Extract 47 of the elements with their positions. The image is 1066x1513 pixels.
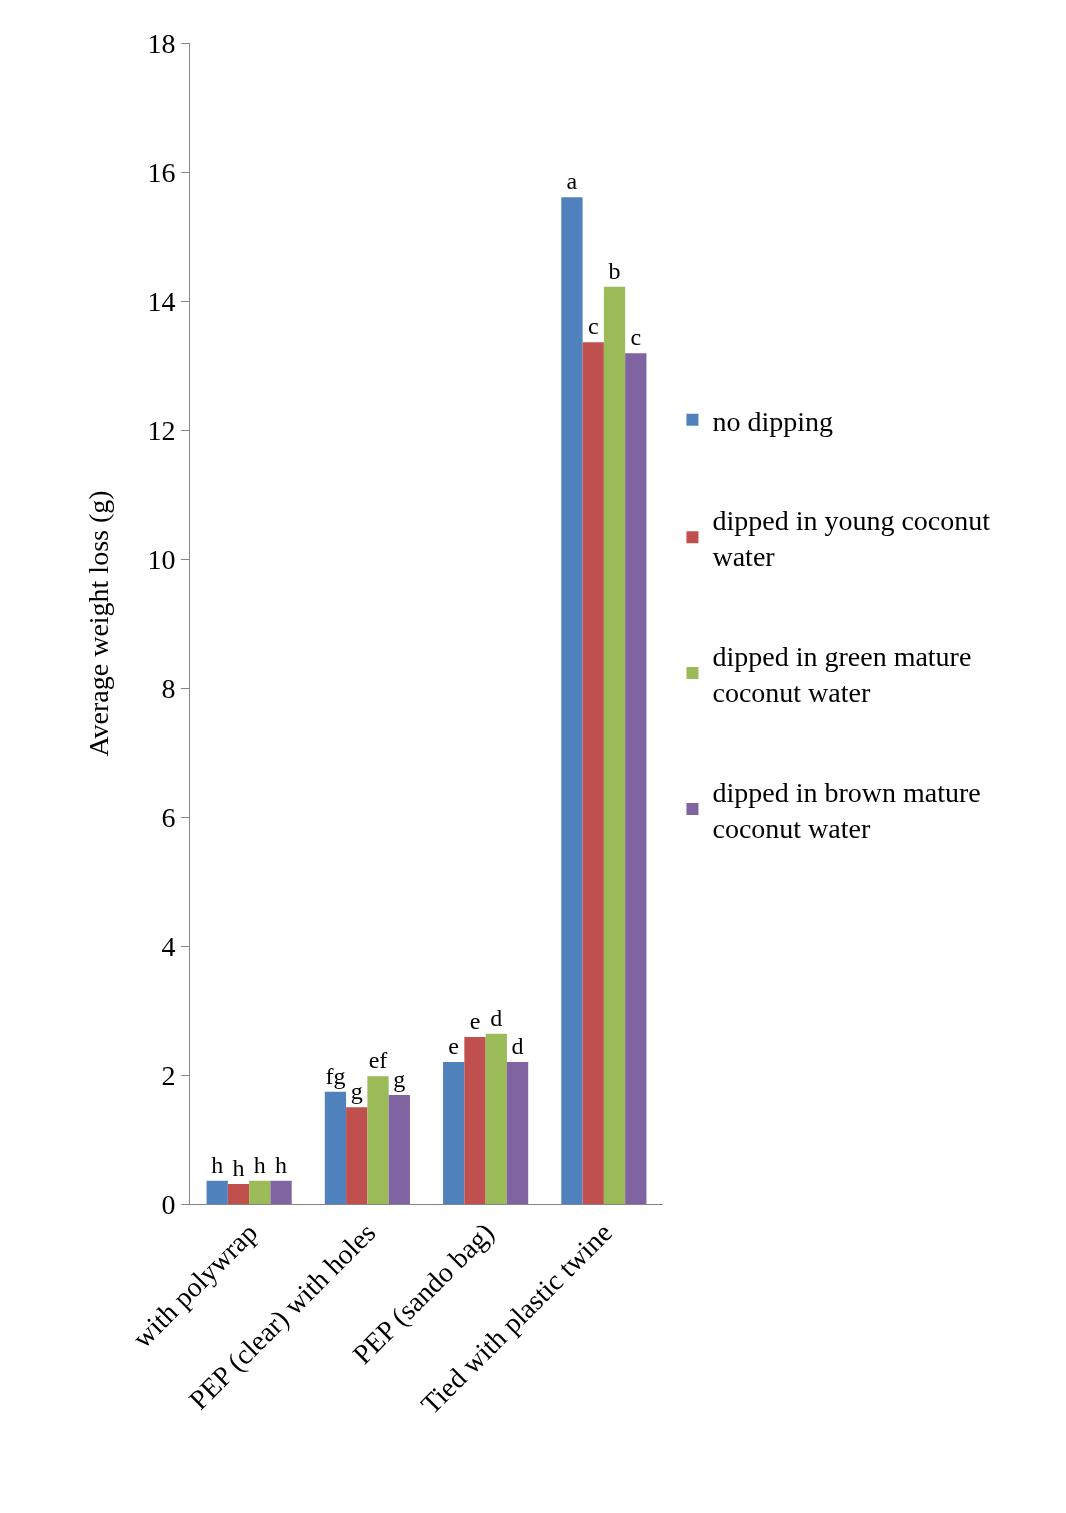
bar — [324, 1091, 347, 1204]
data-label: h — [275, 1151, 288, 1178]
y-tick-label: 0 — [161, 1188, 176, 1220]
data-label: h — [232, 1155, 245, 1182]
data-label: a — [566, 168, 578, 195]
legend-label: dipped in brown mature coconut water — [712, 776, 981, 845]
y-tick-label: 10 — [147, 543, 176, 575]
bar — [603, 286, 626, 1204]
legend-label: dipped in young coconut water — [712, 505, 991, 573]
y-tick-label: 16 — [147, 156, 176, 188]
bar — [388, 1094, 410, 1204]
legend-label: no dipping — [712, 405, 834, 437]
y-tick-label: 6 — [161, 801, 176, 833]
bar — [346, 1107, 368, 1204]
data-label: e — [448, 1033, 460, 1060]
bar — [206, 1180, 228, 1204]
y-tick-label: 14 — [147, 285, 176, 317]
bar — [485, 1033, 507, 1204]
data-label: c — [587, 313, 599, 340]
bar — [464, 1036, 486, 1204]
data-label: g — [350, 1078, 363, 1105]
data-label: e — [469, 1007, 481, 1034]
data-label: h — [253, 1151, 266, 1178]
bar — [270, 1180, 292, 1204]
data-label: d — [511, 1033, 524, 1060]
y-tick-label: 8 — [161, 672, 176, 704]
data-label: d — [490, 1004, 503, 1031]
y-tick-label: 4 — [161, 930, 176, 962]
bar — [249, 1180, 271, 1204]
bar — [582, 342, 604, 1204]
y-tick-label: 12 — [147, 414, 176, 446]
y-axis-title: Average weight loss (g) — [83, 490, 115, 757]
data-label: b — [608, 257, 621, 284]
bar — [227, 1184, 250, 1204]
bar — [443, 1062, 465, 1204]
legend-label: dipped in green mature coconut water — [712, 640, 972, 709]
y-tick-label: 18 — [147, 27, 176, 59]
bar — [561, 197, 583, 1204]
bar — [506, 1062, 529, 1204]
data-label: c — [630, 324, 642, 351]
data-label: fg — [325, 1062, 346, 1089]
bar — [625, 353, 647, 1204]
data-label: h — [211, 1151, 224, 1178]
data-label: g — [393, 1065, 406, 1092]
bar — [367, 1076, 389, 1204]
data-label: ef — [368, 1047, 388, 1074]
y-tick-label: 2 — [161, 1059, 176, 1091]
